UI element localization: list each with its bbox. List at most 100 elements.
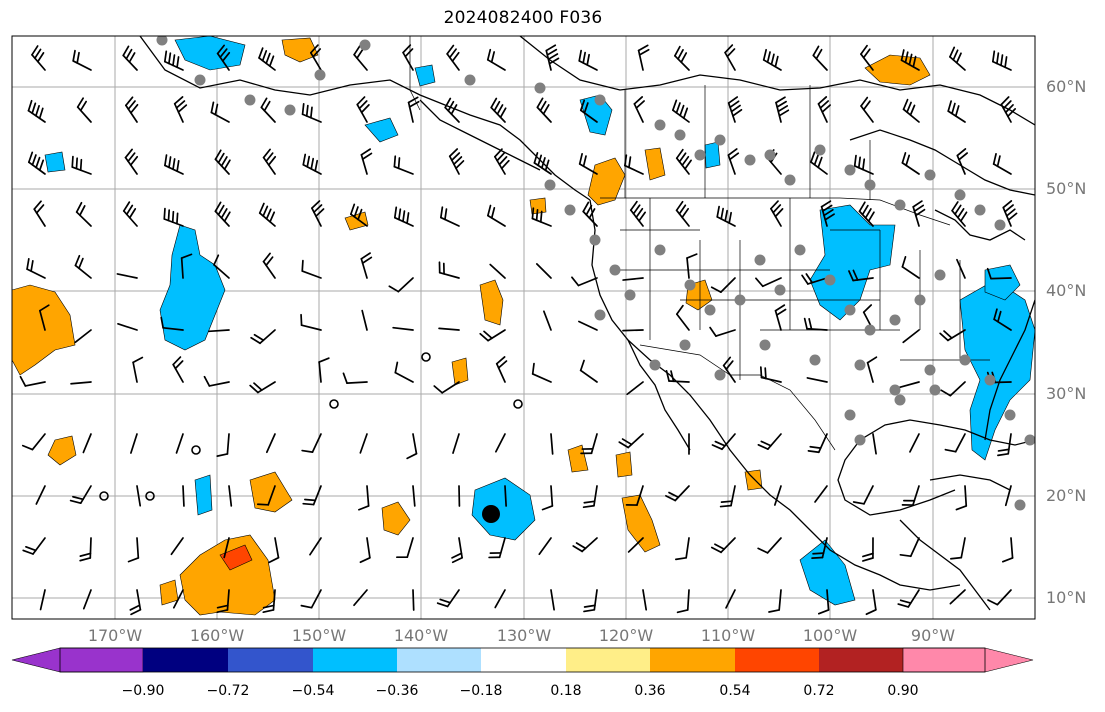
wind-barb: [360, 148, 373, 175]
station-marker: [609, 264, 621, 276]
wind-barb: [686, 253, 698, 279]
wind-barb: [582, 201, 598, 227]
wind-barb-flag: [583, 102, 589, 114]
wind-barb: [897, 589, 920, 608]
wind-barb-flag: [168, 156, 172, 169]
wind-barb: [949, 46, 966, 71]
wind-barb-flag: [33, 200, 42, 210]
great-lakes: [934, 209, 1026, 241]
wind-barb: [951, 201, 968, 227]
wind-barb-shaft: [267, 485, 276, 506]
wind-barb-flag: [220, 156, 228, 167]
wind-barb-flag: [681, 155, 690, 167]
wind-barb: [309, 44, 322, 71]
wind-barb: [163, 207, 184, 227]
wind-barb-shaft: [272, 589, 276, 611]
wind-barb-flag: [803, 317, 808, 330]
station-marker: [814, 144, 826, 156]
wind-barb-flag: [862, 552, 874, 558]
wind-barb-flag: [253, 333, 265, 342]
wind-barb: [817, 589, 830, 615]
wind-barb: [676, 589, 690, 614]
wind-barb-flag: [448, 148, 459, 158]
wind-barb-flag: [78, 257, 84, 270]
wind-barb: [203, 375, 230, 387]
wind-barb-flag: [764, 367, 767, 380]
wind-barb-flag: [490, 51, 496, 63]
wind-barb-flag: [310, 106, 313, 119]
colorbar-segment: [735, 648, 819, 672]
wind-barb-shaft: [487, 214, 506, 227]
wind-barb-flag: [302, 153, 307, 166]
wind-barb: [633, 96, 645, 123]
blue-region-small-5: [194, 474, 213, 516]
wind-barb: [709, 326, 736, 337]
wind-barb-flag: [256, 503, 270, 506]
station-marker: [809, 354, 821, 366]
wind-barb-flag: [682, 107, 689, 120]
wind-barb-flag: [766, 51, 771, 64]
wind-barb-shaft: [909, 537, 920, 558]
wind-barb-flag: [729, 100, 740, 109]
wind-barb: [132, 356, 144, 383]
wind-barb-flag: [710, 546, 722, 554]
wind-barb: [775, 96, 790, 123]
wind-barb-flag: [249, 384, 259, 394]
wind-barb-flag: [770, 53, 775, 66]
wind-barb-flag: [997, 452, 1010, 457]
coastline-east-us: [984, 299, 1035, 441]
wind-barb: [711, 433, 736, 451]
wind-barb-flag: [490, 207, 496, 219]
map-frame: [11, 35, 1036, 620]
wind-barb-flag: [402, 210, 406, 223]
wind-barb-flag: [39, 304, 50, 312]
wind-barb-shaft: [531, 217, 552, 227]
wind-barb-shaft: [863, 485, 874, 505]
wind-barb: [757, 433, 782, 450]
wind-barb: [909, 433, 920, 453]
wind-barb: [79, 537, 92, 562]
wind-barb-flag: [996, 155, 1001, 168]
wind-barb: [223, 537, 230, 559]
wind-barb-shaft: [172, 589, 184, 609]
wind-barb-flag: [408, 100, 420, 108]
station-marker: [764, 149, 776, 161]
wind-barb-flag: [19, 375, 27, 387]
wind-barb: [956, 148, 968, 175]
wind-barb-flag: [582, 201, 590, 213]
wind-barb-flag: [675, 102, 681, 114]
wind-barb: [1000, 96, 1017, 123]
wind-barb: [256, 485, 276, 506]
wind-barb-shaft: [727, 102, 736, 123]
wind-barb-flag: [360, 104, 370, 114]
wind-barb: [627, 537, 644, 553]
station-marker: [534, 82, 546, 94]
station-marker: [844, 304, 856, 316]
wind-barb-shaft: [812, 54, 828, 71]
lon-label-140w: 140°W: [393, 626, 449, 645]
wind-barb-flag: [991, 50, 996, 63]
wind-barb-shaft: [257, 381, 276, 394]
wind-barb-shaft: [685, 537, 690, 559]
wind-barb: [583, 589, 598, 613]
wind-barb-flag: [444, 208, 448, 221]
wind-barb-shaft: [504, 485, 507, 507]
wind-barb-flag: [579, 99, 586, 112]
wind-barb-flag: [906, 101, 912, 114]
wind-barb: [180, 253, 193, 279]
wind-barb: [214, 201, 231, 227]
wind-barb-shaft: [162, 326, 184, 331]
wind-barb-shaft: [349, 213, 368, 227]
wind-barb-flag: [495, 356, 506, 365]
wind-barb: [536, 97, 552, 123]
wind-barb-flag: [585, 204, 593, 216]
wind-barb-flag: [304, 498, 317, 502]
wind-barb-flag: [588, 208, 596, 219]
wind-barb-flag: [35, 104, 40, 117]
wind-barb: [755, 277, 782, 288]
wind-barb-flag: [490, 97, 498, 109]
wind-barb-flag: [986, 267, 992, 280]
wind-barb-flag: [817, 609, 830, 615]
wind-barb: [412, 485, 416, 507]
wind-barb-flag: [129, 155, 139, 166]
